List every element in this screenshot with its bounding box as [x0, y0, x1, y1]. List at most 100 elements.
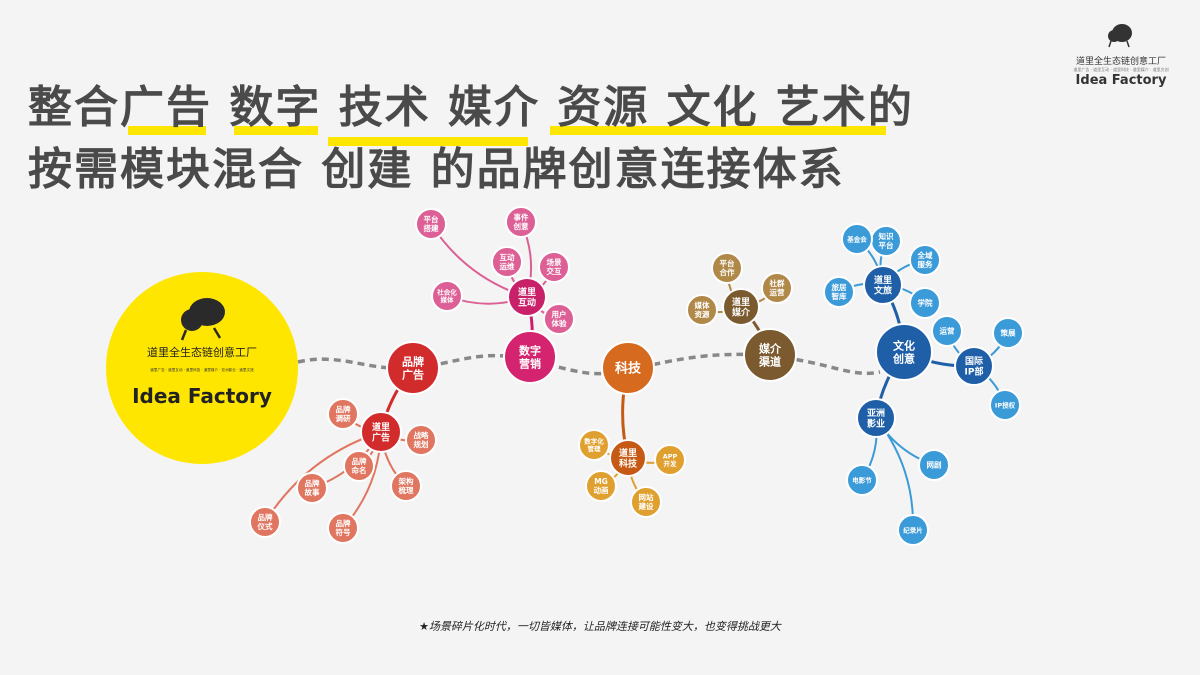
hub-node-tech: 科技	[601, 341, 655, 395]
leaf-node-label: 媒体	[441, 295, 455, 304]
cluster-center-node-label: IP部	[965, 366, 984, 378]
leaf-node-label: 调研	[336, 414, 351, 423]
hub-node-culture-label: 创意	[892, 352, 915, 366]
hub-node-tech-label: 科技	[615, 361, 642, 377]
cluster-center-node-label: 影业	[867, 418, 885, 430]
cluster-center-node: 道里媒介	[722, 288, 760, 326]
leaf-node-label: 电影节	[852, 475, 872, 484]
hub-node-media-label: 媒介	[758, 341, 782, 355]
leaf-node-label: 资源	[695, 309, 710, 319]
leaf-node-label: 平台	[424, 214, 439, 224]
cluster-center-node-label: 道里	[732, 296, 750, 308]
leaf-node-label: 策展	[1001, 328, 1016, 338]
leaf-node-label: 全域	[917, 250, 933, 260]
leaf-node-label: 基金会	[846, 234, 867, 243]
leaf-node-label: 平台	[879, 240, 894, 250]
leaf-node-label: 平台	[720, 258, 735, 268]
leaf-node-label: 品牌	[305, 478, 320, 488]
leaf-node-label: 建设	[638, 501, 654, 511]
leaf-node-label: 运营	[940, 326, 955, 336]
footnote: ★场景碎片化时代，一切皆媒体，让品牌连接可能性变大，也变得挑战更大	[419, 620, 781, 633]
leaf-node: 策展	[992, 317, 1024, 349]
leaf-node-label: 体验	[552, 318, 567, 328]
leaf-node-label: 梳理	[399, 485, 414, 495]
leaf-node-label: 智库	[832, 291, 847, 301]
highlight-bar	[550, 126, 632, 135]
leaf-node-label: 搭建	[424, 223, 439, 233]
leaf-node-label: 事件	[514, 212, 529, 222]
leaf-node-label: 知识	[879, 231, 894, 241]
leaf-node-label: 品牌	[352, 456, 367, 466]
leaf-node: 纪录片	[897, 514, 929, 546]
leaf-node-label: 品牌	[336, 518, 351, 528]
leaf-node-label: MG	[594, 477, 608, 486]
highlight-bar	[234, 126, 318, 135]
cluster-center-node: 道里广告	[360, 411, 402, 453]
leaf-node-label: 学院	[918, 298, 933, 308]
main-logo: 道里全生态链创意工厂 道里广告 · 道里互动 · 道里科技 · 道里媒介 · 亚…	[106, 272, 298, 464]
leaf-node-label: 媒体	[695, 300, 710, 310]
leaf-node-label: 纪录片	[903, 525, 923, 534]
cluster-center-node-label: 亚洲	[867, 408, 885, 419]
brand-logo-sub: 道里广告 · 道里互动 · 道里科技 · 道里媒介 · 道里文创	[1073, 67, 1169, 72]
bird-logo-icon	[180, 298, 225, 341]
leaf-node-label: 网剧	[927, 460, 942, 470]
headline-line-2: 按需模块混合 创建 的品牌创意连接体系	[28, 144, 845, 195]
leaf-node-label: 规划	[414, 439, 429, 449]
leaf-node-label: 运营	[770, 287, 785, 297]
hub-node-ad-label: 品牌	[402, 354, 424, 368]
cluster-center-node-label: 互动	[518, 298, 536, 309]
logo-disc	[106, 272, 298, 464]
leaf-node-label: 运维	[500, 261, 515, 271]
cluster-center-node-label: 道里	[874, 274, 892, 286]
hub-node-digital-label: 数字	[519, 343, 541, 357]
cluster-center-node: 道里互动	[507, 277, 547, 317]
bird-logo-icon	[1108, 24, 1132, 48]
main-logo-sub: 道里广告 · 道里互动 · 道里科技 · 道里媒介 · 亚洲影业 · 道里文旅	[150, 367, 254, 372]
cluster-center-node-label: 媒介	[731, 307, 751, 319]
leaf-node: 基金会	[841, 223, 873, 255]
hub-node-media-label: 渠道	[759, 355, 781, 369]
leaf-node: 网剧	[918, 449, 950, 481]
leaf-node-label: APP	[663, 452, 678, 460]
hub-node-culture-label: 文化	[893, 338, 915, 352]
leaf-node-label: 服务	[918, 259, 933, 269]
leaf-node: 学院	[909, 287, 941, 319]
leaf-node-label: 仪式	[257, 521, 273, 531]
leaf-node-label: 互动	[500, 252, 515, 262]
main-logo-en: Idea Factory	[132, 384, 272, 408]
leaf-node-label: 开发	[664, 459, 678, 468]
leaf-node-label: 用户	[552, 309, 567, 319]
leaf-node-label: 数字化	[584, 436, 604, 445]
leaf-node: IP授权	[989, 389, 1021, 421]
leaf-node-label: 合作	[720, 267, 735, 277]
brand-logo: 道里全生态链创意工厂 道里广告 · 道里互动 · 道里科技 · 道里媒介 · 道…	[1066, 22, 1176, 88]
cluster-center-node-label: 道里	[518, 286, 536, 298]
leaf-node-label: 管理	[588, 444, 602, 453]
cluster-center-node-label: 广告	[372, 432, 390, 444]
hub-node-digital-label: 营销	[519, 357, 541, 371]
leaf-node-label: 品牌	[336, 404, 351, 414]
